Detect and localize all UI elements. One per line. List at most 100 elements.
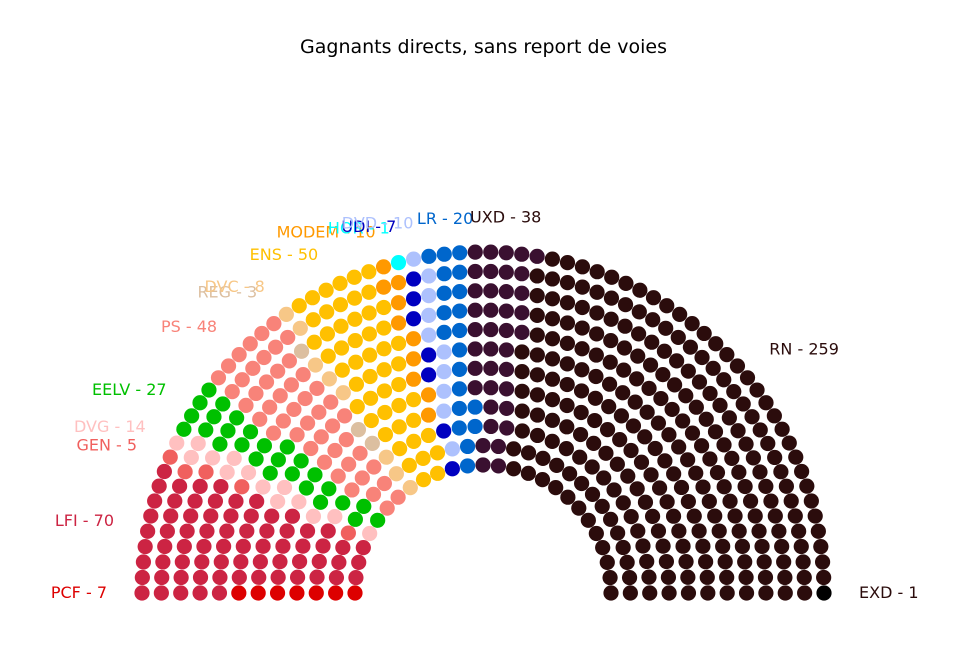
seat-lfi [213, 554, 229, 570]
seat-rn [647, 440, 663, 457]
seat-uxd [483, 380, 499, 396]
seat-dvd [421, 268, 437, 284]
seat-rn [594, 498, 610, 514]
seat-ps [309, 380, 325, 396]
seat-pcf [289, 585, 305, 601]
seat-ens [376, 299, 392, 316]
seat-lfi [320, 523, 336, 539]
seat-pcf [231, 585, 247, 601]
seat-lfi [174, 554, 190, 570]
seat-dvd [436, 383, 452, 399]
seat-ps [390, 489, 406, 505]
seat-uxd [467, 283, 483, 299]
seat-lfi [295, 538, 311, 554]
seat-lfi [243, 508, 259, 524]
seat-rn [506, 441, 522, 457]
seat-rn [693, 438, 710, 454]
seat-reg [293, 343, 310, 359]
seat-rn [699, 569, 715, 585]
label-dvg: DVG - 14 [74, 417, 146, 436]
seat-modem [390, 295, 407, 311]
seat-rn [712, 397, 728, 414]
seat-rn [747, 508, 763, 524]
seat-ens [346, 269, 362, 285]
seat-lfi [279, 523, 295, 539]
seat-rn [678, 388, 694, 404]
seat-ens [376, 320, 392, 336]
seat-rn [617, 297, 634, 313]
seat-rn [675, 413, 691, 429]
seat-rn [705, 360, 721, 376]
seat-modem [405, 331, 422, 347]
seat-ens [391, 419, 407, 435]
seat-lfi [140, 523, 156, 539]
seat-rn [691, 523, 707, 539]
seat-rn [514, 344, 530, 360]
seat-modem [405, 351, 422, 367]
seat-rn [534, 472, 551, 488]
seat-uxd [483, 418, 499, 435]
seat-rn [603, 290, 620, 306]
seat-rn [621, 570, 638, 586]
seat-rn [734, 538, 750, 554]
seat-reg [350, 422, 367, 438]
seat-rn [586, 435, 602, 451]
seat-lfi [134, 569, 150, 586]
seat-lr [467, 399, 483, 415]
seat-rn [615, 385, 631, 401]
seat-rn [630, 348, 646, 364]
seat-uxd [467, 244, 483, 260]
seat-rn [549, 457, 565, 473]
seat-uxd [498, 322, 514, 339]
seat-eelv [220, 423, 236, 439]
seat-rn [701, 493, 717, 509]
seat-rn [659, 298, 675, 314]
seat-eelv [270, 452, 286, 468]
seat-udi [436, 423, 452, 439]
label-eelv: EELV - 27 [92, 380, 167, 399]
seat-lfi [299, 523, 316, 539]
seat-ens [291, 298, 307, 314]
seat-ps [341, 456, 357, 472]
seat-dvg [291, 494, 307, 510]
seat-lfi [192, 585, 208, 601]
seat-rn [680, 363, 696, 379]
seat-rn [650, 523, 667, 539]
seat-ens [306, 334, 322, 350]
seat-eelv [192, 395, 208, 411]
seat-rn [726, 384, 742, 400]
seat-rn [738, 436, 754, 452]
seat-eelv [298, 480, 314, 496]
seat-eelv [256, 438, 273, 454]
seat-rn [606, 482, 622, 498]
seat-dvg [219, 464, 235, 480]
seat-uxd [514, 305, 530, 321]
seat-ps [323, 394, 339, 410]
seat-eelv [176, 421, 192, 437]
seat-ens [334, 362, 350, 378]
seat-dvd [421, 327, 437, 343]
seat-lfi [159, 523, 175, 539]
seat-rn [514, 383, 530, 399]
seat-rn [787, 508, 803, 524]
seat-ens [415, 450, 431, 466]
seat-ps [245, 360, 261, 376]
seat-rn [514, 364, 530, 380]
seat-lfi [212, 569, 228, 585]
seat-ps [224, 384, 240, 400]
seat-ens [319, 326, 335, 342]
seat-uxd [499, 400, 515, 417]
seat-rn [601, 399, 617, 415]
seat-hor [390, 255, 407, 271]
seat-rn [716, 437, 732, 453]
seat-rn [707, 508, 723, 524]
seat-rn [584, 459, 600, 475]
seat-rn [684, 316, 700, 332]
seat-ens [332, 275, 348, 291]
seat-ps [336, 408, 353, 424]
seat-lfi [203, 508, 219, 524]
seat-ens [362, 390, 379, 406]
seat-dvg [255, 479, 271, 495]
seat-rn [529, 427, 546, 444]
seat-rn [588, 368, 604, 385]
